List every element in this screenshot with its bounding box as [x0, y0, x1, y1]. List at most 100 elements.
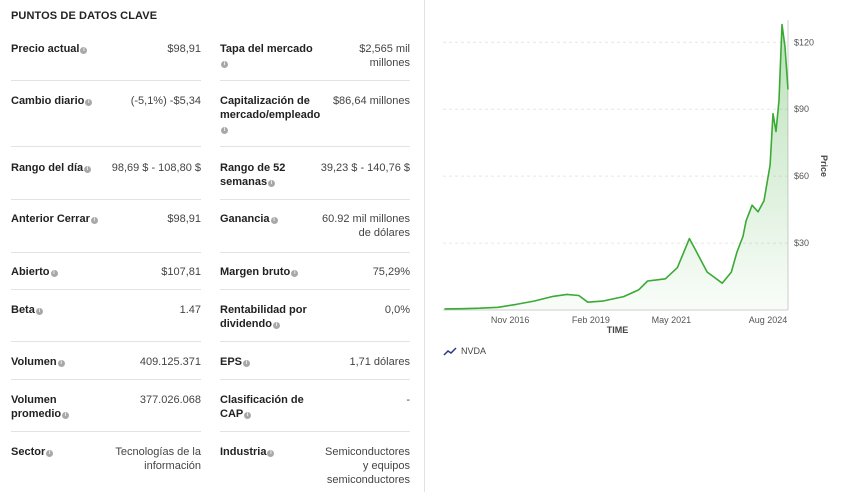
row-divider [220, 289, 410, 290]
x-tick-label: Aug 2024 [749, 315, 788, 325]
info-circle-icon[interactable]: i [243, 360, 251, 367]
metric-value: 60.92 mil millones de dólares [321, 213, 410, 239]
y-tick-label: $60 [794, 171, 809, 181]
info-circle-icon[interactable]: i [35, 308, 43, 315]
info-circle-icon[interactable]: i [50, 270, 58, 277]
info-circle-icon[interactable]: i [270, 217, 278, 224]
sector-link[interactable]: Tecnologías de la información [115, 446, 201, 472]
row-divider [220, 252, 410, 253]
metric-industry: Industria i Semiconductores y equipos sem… [220, 445, 410, 487]
metric-value: 75,29% [372, 266, 410, 278]
row-divider [11, 431, 201, 432]
row-divider [11, 199, 201, 200]
metric-average-volume: Volumen promedio i 377.026.068 [11, 393, 201, 421]
row-divider [220, 431, 410, 432]
info-circle-icon[interactable]: i [57, 360, 65, 367]
metric-label: Sector [11, 446, 46, 458]
metric-label: Industria [220, 446, 267, 458]
metric-label: Volumen promedio [11, 394, 62, 420]
metric-value: 1.47 [179, 304, 201, 316]
panel-divider [424, 0, 425, 492]
info-circle-icon[interactable]: i [85, 99, 93, 106]
row-divider [11, 341, 201, 342]
x-axis-label: TIME [607, 325, 629, 335]
row-divider [11, 146, 201, 147]
metric-sector: Sector i Tecnologías de la información [11, 445, 201, 473]
key-data-panel: PUNTOS DE DATOS CLAVE Precio actual i $98… [0, 0, 420, 492]
metric-value: Semiconductores y equipos semiconductore… [325, 446, 410, 486]
metric-value: 1,71 dólares [349, 356, 410, 368]
row-divider [11, 252, 201, 253]
metric-dividend-yield: Rentabilidad por dividendo i 0,0% [220, 303, 410, 331]
metric-value: $107,81 [161, 266, 201, 278]
info-circle-icon[interactable]: i [84, 166, 92, 173]
row-divider [11, 379, 201, 380]
price-chart: $30 $60 $90 $120 Nov 2016 Feb 2019 May 2021 Aug… [425, 0, 850, 492]
metric-label: Volumen [11, 356, 57, 368]
info-circle-icon[interactable]: i [244, 412, 252, 419]
row-divider [11, 289, 201, 290]
metric-current-price: Precio actual i $98,91 [11, 42, 201, 70]
metric-value: 409.125.371 [139, 356, 201, 368]
y-tick-label: $90 [794, 104, 809, 114]
metric-value: 98,69 $ - 108,80 $ [111, 162, 201, 174]
metric-label: Rentabilidad por dividendo [220, 304, 307, 330]
metric-label: Precio actual [11, 43, 80, 55]
price-chart-svg[interactable]: $30 $60 $90 $120 Nov 2016 Feb 2019 May 2021 Aug… [425, 0, 850, 492]
metric-label: Ganancia [220, 213, 270, 225]
metric-value: 0,0% [384, 304, 410, 316]
metric-daily-change: Cambio diario i (-5,1%) -$5,34 [11, 94, 201, 122]
metric-cap-rating: Clasificación de CAP i - [220, 393, 410, 421]
metric-label: Capitalización de mercado/empleado [220, 95, 321, 121]
metric-value: $98,91 [167, 213, 201, 225]
y-tick-label: $30 [794, 238, 809, 248]
row-divider [11, 80, 201, 81]
metric-label: Abierto [11, 266, 50, 278]
y-axis-label: Price [819, 155, 829, 177]
metric-label: Tapa del mercado [220, 43, 313, 55]
row-divider [220, 199, 410, 200]
metric-day-range: Rango del día i 98,69 $ - 108,80 $ [11, 161, 201, 189]
metric-value: - [406, 394, 410, 406]
metric-value: $2,565 mil millones [359, 43, 410, 69]
info-circle-icon[interactable]: i [272, 322, 280, 329]
metric-market-cap-per-employee: Capitalización de mercado/empleado i $86… [220, 94, 410, 134]
info-circle-icon[interactable]: i [46, 450, 54, 457]
info-circle-icon[interactable]: i [267, 450, 275, 457]
metric-beta: Beta i 1.47 [11, 303, 201, 323]
metric-eps: EPS i 1,71 dólares [220, 355, 410, 375]
row-divider [220, 379, 410, 380]
metric-label: Clasificación de CAP [220, 394, 304, 420]
panel-title: PUNTOS DE DATOS CLAVE [11, 10, 158, 22]
info-circle-icon[interactable]: i [62, 412, 70, 419]
row-divider [220, 80, 410, 81]
x-tick-label: Feb 2019 [572, 315, 610, 325]
metric-value: (-5,1%) -$5,34 [130, 95, 201, 107]
metric-gross-margin: Margen bruto i 75,29% [220, 265, 410, 285]
series-line [444, 23, 789, 310]
metric-market-cap: Tapa del mercado i $2,565 mil millones [220, 42, 410, 70]
x-tick-label: May 2021 [652, 315, 692, 325]
info-circle-icon[interactable]: i [291, 270, 299, 277]
row-divider [220, 341, 410, 342]
info-circle-icon[interactable]: i [80, 47, 88, 54]
metric-value: $86,64 millones [332, 95, 410, 107]
trend-line-icon [443, 347, 457, 356]
metric-earnings: Ganancia i 60.92 mil millones de dólares [220, 212, 410, 240]
info-circle-icon[interactable]: i [90, 217, 98, 224]
metric-52-week-range: Rango de 52 semanas i 39,23 $ - 140,76 $ [220, 161, 410, 189]
metric-label: Rango de 52 semanas [220, 162, 286, 188]
row-divider [220, 146, 410, 147]
metric-open: Abierto i $107,81 [11, 265, 201, 285]
info-circle-icon[interactable]: i [268, 180, 276, 187]
info-circle-icon[interactable]: i [221, 61, 228, 68]
metric-label: Margen bruto [220, 266, 291, 278]
metric-label: Anterior Cerrar [11, 213, 90, 225]
metric-previous-close: Anterior Cerrar i $98,91 [11, 212, 201, 240]
metric-label: Rango del día [11, 162, 84, 174]
metric-value: 377.026.068 [139, 394, 201, 406]
info-circle-icon[interactable]: i [221, 127, 228, 134]
metric-volume: Volumen i 409.125.371 [11, 355, 201, 375]
series-area [444, 24, 788, 310]
x-tick-label: Nov 2016 [491, 315, 530, 325]
